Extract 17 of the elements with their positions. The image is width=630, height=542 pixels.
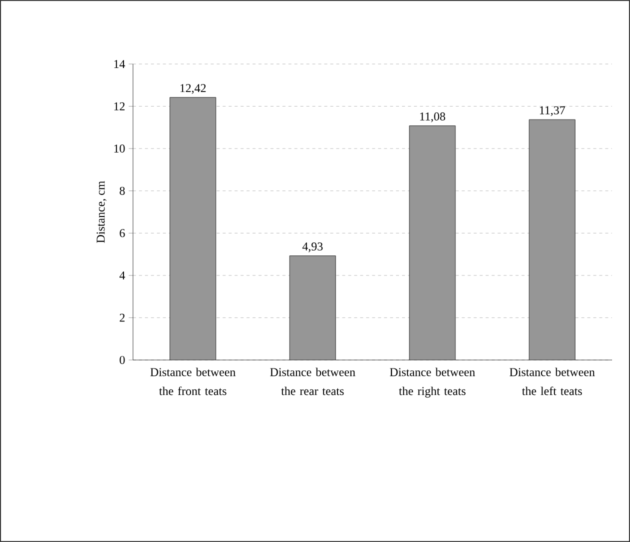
y-tick-label: 8 (120, 186, 125, 195)
data-label: 12,42 (180, 84, 206, 94)
x-tick-label: Distance between the front teats (150, 368, 236, 396)
y-tick-label: 14 (114, 60, 126, 68)
data-label: 11,08 (420, 112, 446, 122)
data-label: 4,93 (302, 242, 323, 252)
y-tick-label: 10 (114, 144, 125, 153)
y-tick-label: 6 (120, 229, 125, 238)
y-axis-title: Distance, cm (96, 180, 106, 243)
x-tick-label: Distance between the left teats (510, 368, 595, 396)
x-tick-label: Distance between the rear teats (270, 368, 356, 396)
y-tick-label: 4 (119, 271, 126, 280)
y-tick-label: 0 (120, 356, 125, 364)
y-tick-label: 12 (114, 102, 125, 110)
x-tick-label: Distance between the right teats (390, 368, 476, 398)
y-tick-label: 2 (120, 314, 125, 322)
data-label: 11,37 (540, 106, 566, 116)
